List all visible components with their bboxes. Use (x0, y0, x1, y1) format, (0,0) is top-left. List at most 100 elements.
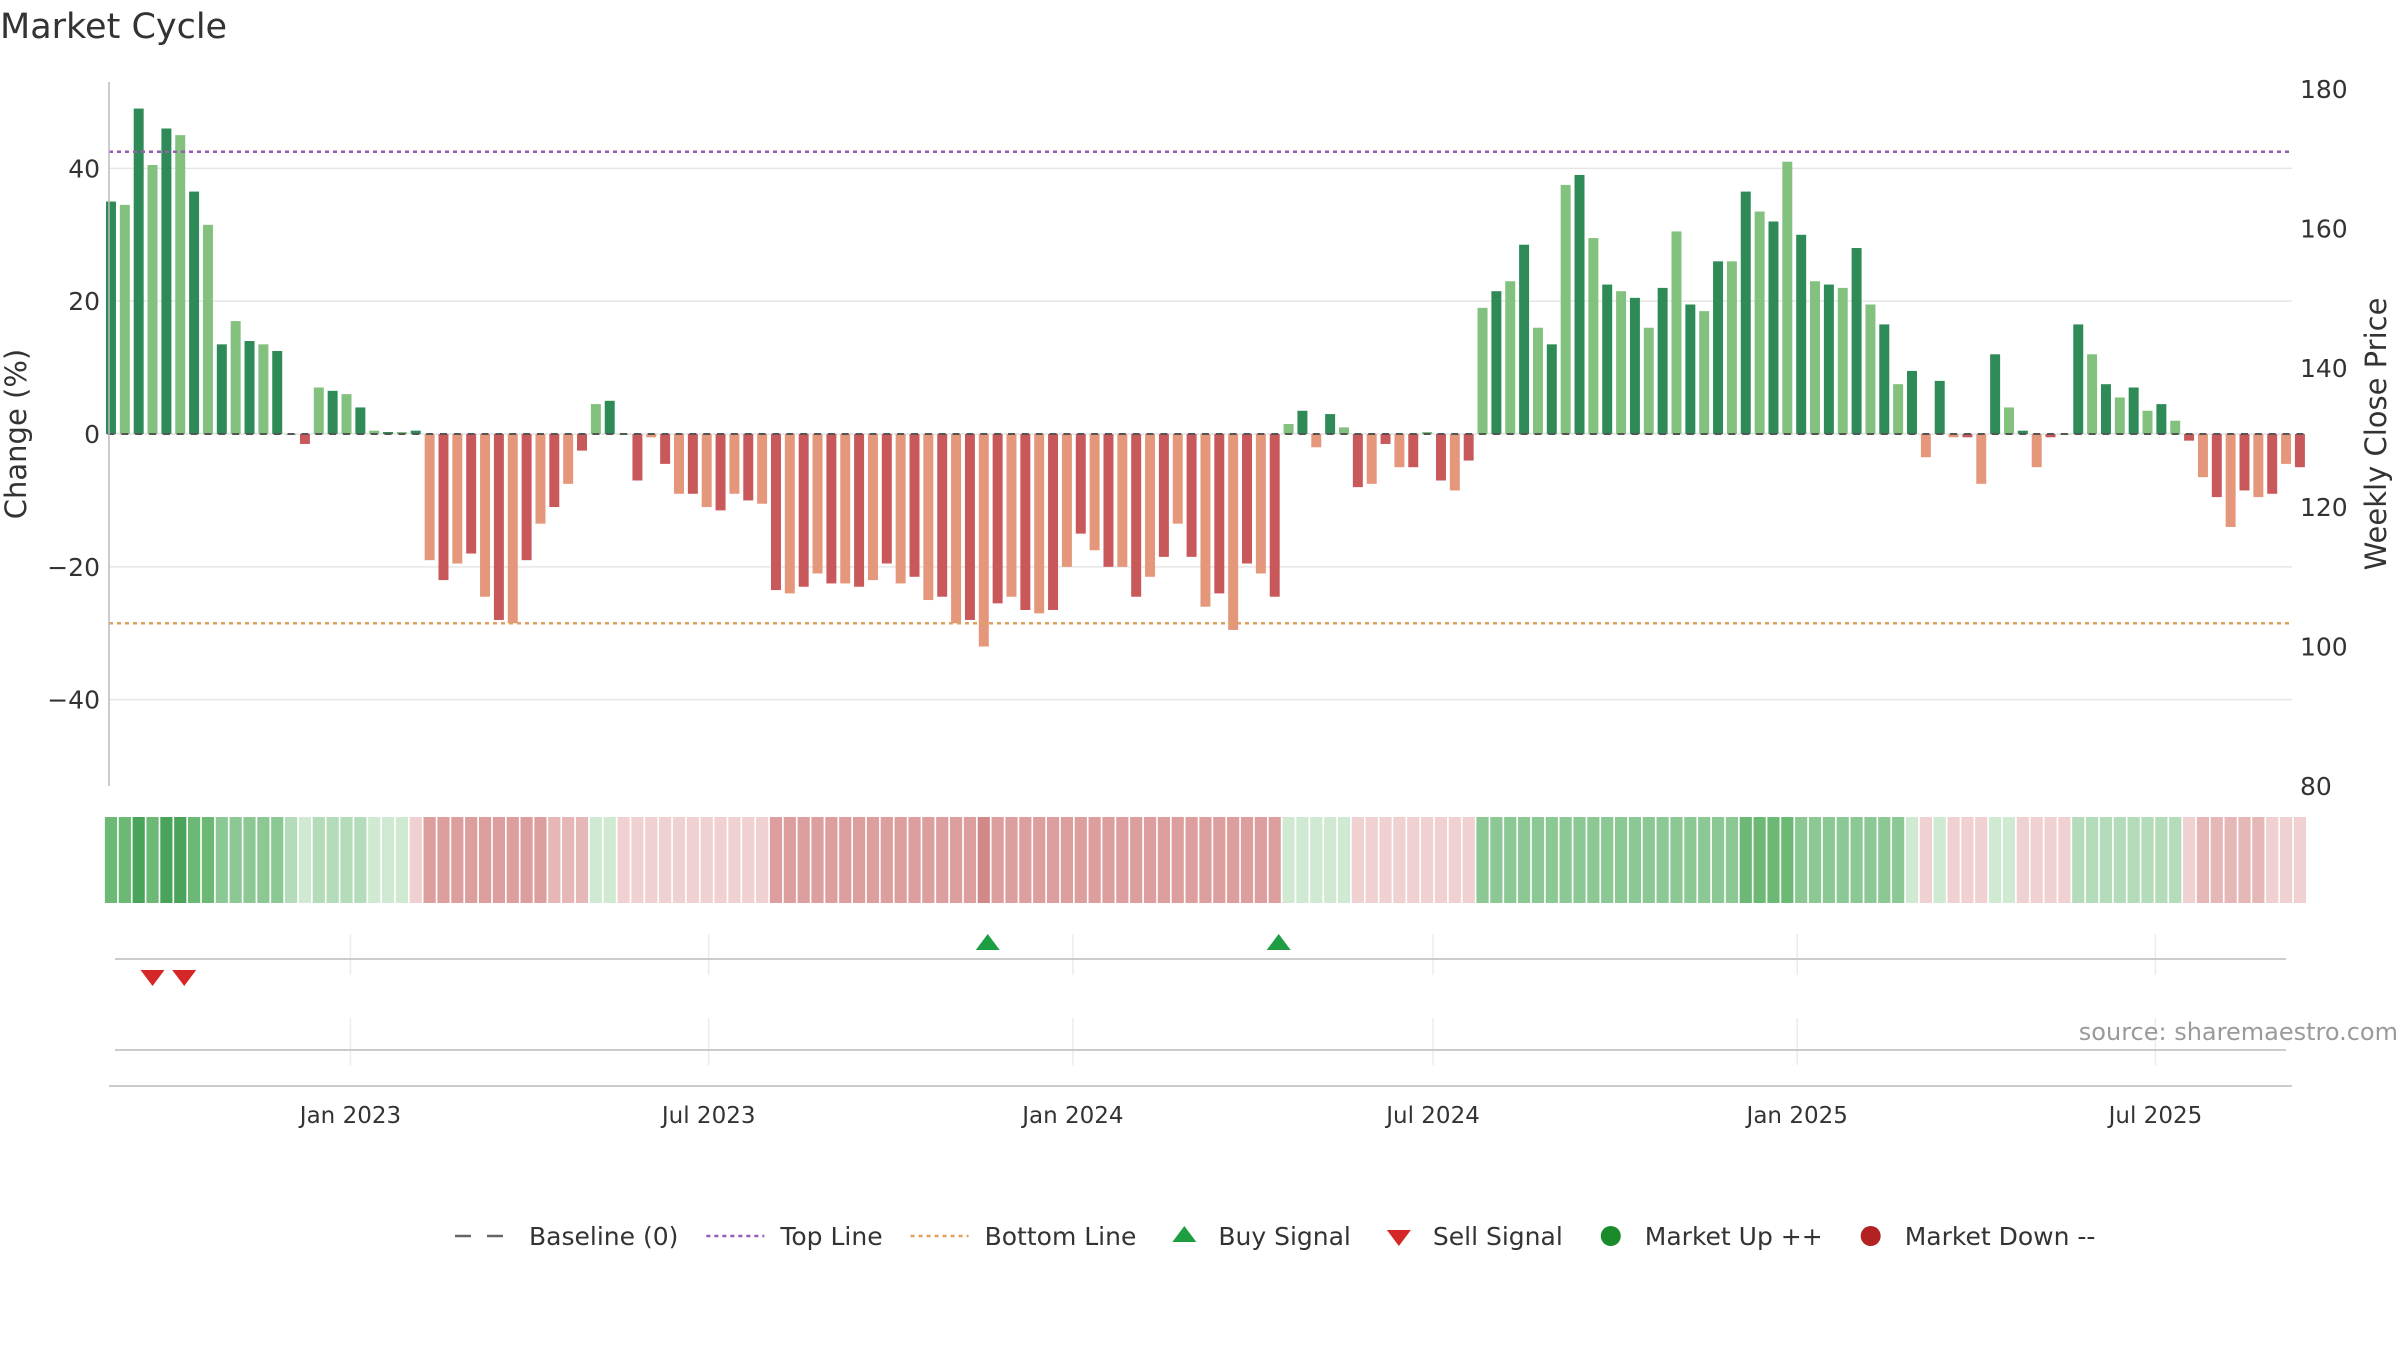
change-bar (1477, 307, 1488, 434)
cycle-shade-cell (2086, 817, 2099, 903)
buy-signal-marker (975, 934, 1000, 950)
cycle-shade-cell (1046, 817, 1060, 903)
change-bar (743, 434, 754, 501)
change-bar (2225, 434, 2236, 527)
cycle-shade-cell (215, 817, 228, 903)
cycle-shade-cell (1143, 817, 1157, 903)
x-tick-label: Jan 2024 (1020, 1103, 1123, 1129)
cycle-shade-cell (1199, 817, 1212, 903)
cycle-shade-cell (714, 817, 727, 903)
cycle-shade-cell (783, 817, 796, 903)
change-bar (2142, 410, 2153, 434)
cycle-shade-cell (1919, 817, 1932, 903)
change-bar (313, 387, 324, 434)
buy-signal-marker (1266, 934, 1291, 950)
cycle-shade-cell (1324, 817, 1337, 903)
change-bar (1616, 291, 1627, 434)
cycle-shade-cell (2266, 817, 2279, 903)
change-bar (729, 434, 740, 494)
cycle-shade-cell (1476, 817, 1489, 903)
cycle-shade-cell (298, 817, 312, 903)
change-bar (1782, 161, 1793, 434)
change-bar (1907, 370, 1917, 434)
change-bar (1463, 434, 1474, 461)
change-bar (590, 404, 601, 434)
change-bar (1685, 304, 1696, 434)
change-bar (1325, 414, 1336, 434)
cycle-shade-cell (769, 817, 783, 903)
cycle-shade-cell (1130, 817, 1143, 903)
cycle-shade-cell (451, 817, 464, 903)
cycle-shade-cell (797, 817, 810, 903)
change-bar (1103, 434, 1114, 567)
change-bar (1657, 287, 1668, 434)
change-bar (1449, 434, 1460, 491)
cycle-shade-cell (1698, 817, 1711, 903)
cycle-shade-cell (1421, 817, 1434, 903)
y-tick-label-right: 80 (2300, 772, 2332, 801)
cycle-shade-cell (1088, 817, 1101, 903)
change-bar (1255, 434, 1266, 574)
legend-label: Baseline (0) (529, 1222, 678, 1251)
change-bar (1643, 327, 1654, 434)
change-bar (646, 434, 657, 438)
cycle-shade-cell (395, 817, 409, 903)
change-bar (2017, 430, 2028, 434)
cycle-shade-cell (368, 817, 381, 903)
change-bar (1034, 434, 1045, 614)
cycle-shade-cell (880, 817, 893, 903)
change-bar (1893, 384, 1904, 434)
change-bar (105, 201, 116, 434)
cycle-shade-cell (2169, 817, 2182, 903)
cycle-shade-cell (1531, 817, 1545, 903)
cycle-shade-cell (229, 817, 242, 903)
change-bar (757, 434, 768, 504)
cycle-shade-cell (1670, 817, 1683, 903)
cycle-shade-cell (2182, 817, 2196, 903)
change-bar (1269, 434, 1280, 597)
y-tick-label-left: 40 (68, 154, 100, 183)
cycle-shade-cell (271, 817, 284, 903)
change-bar (272, 350, 283, 434)
change-bar (2114, 397, 2125, 434)
change-bar (1851, 248, 1862, 434)
change-bar (701, 434, 712, 508)
y-tick-label-left: −40 (47, 686, 100, 715)
change-bar (1879, 324, 1890, 434)
cycle-shade-cell (728, 817, 741, 903)
cycle-shade-cell (2238, 817, 2251, 903)
cycle-shade-cell (1282, 817, 1295, 903)
change-bar (770, 434, 781, 591)
change-bar (563, 434, 574, 484)
cycle-shade-cell (1878, 817, 1891, 903)
change-bar (2031, 434, 2042, 468)
x-tick-label: Jul 2024 (1384, 1103, 1480, 1129)
legend-swatch-sell (1386, 1230, 1411, 1246)
y-tick-label-right: 160 (2300, 214, 2348, 243)
cycle-shade-cell (1157, 817, 1170, 903)
source-label: source: sharemaestro.com (2079, 1018, 2398, 1046)
cycle-shade-cell (2155, 817, 2168, 903)
change-bar (1172, 434, 1183, 524)
change-bar (1823, 284, 1834, 434)
change-bar (1186, 434, 1197, 557)
cycle-shade-cell (2127, 817, 2140, 903)
change-bar (1200, 434, 1211, 607)
cycle-shade-cell (2196, 817, 2210, 903)
cycle-shade-cell (465, 817, 478, 903)
cycle-shade-cell (1989, 817, 2002, 903)
cycle-shade-cell (1171, 817, 1184, 903)
change-bar (1131, 434, 1142, 597)
cycle-shade-cell (1601, 817, 1614, 903)
change-bar (1214, 434, 1225, 594)
change-bar (1408, 434, 1419, 468)
change-bar (909, 434, 920, 577)
cycle-shade-cell (1351, 817, 1364, 903)
legend-item-sell: Sell Signal (1386, 1222, 1563, 1251)
cycle-shade-cell (1587, 817, 1600, 903)
legend-item-top: Top Line (706, 1222, 883, 1251)
cycle-shade-cell (146, 817, 159, 903)
change-bar (1990, 354, 2001, 434)
change-bar (2281, 434, 2292, 464)
cycle-shade-cell (645, 817, 658, 903)
